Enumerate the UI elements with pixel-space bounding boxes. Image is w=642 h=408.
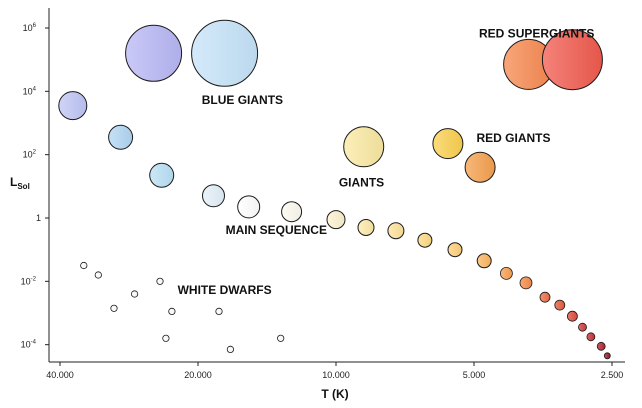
region-label-giants: GIANTS [339, 175, 384, 189]
main-sequence-star-18 [476, 253, 492, 269]
giants-star-4 [343, 126, 385, 168]
main-sequence-star-9 [149, 162, 175, 188]
main-sequence-star-8 [108, 124, 134, 150]
red-giants-star-6 [464, 151, 496, 183]
blue-giants-star-1 [191, 19, 259, 87]
main-sequence-star-26 [596, 341, 606, 351]
x-tick-label: 5.000 [463, 370, 486, 380]
main-sequence-star-17 [447, 242, 463, 258]
white-dwarfs-star-37 [277, 334, 285, 342]
main-sequence-star-13 [326, 210, 346, 230]
main-sequence-star-22 [554, 299, 566, 311]
y-axis-label: LSol [10, 175, 30, 191]
y-tick-label: 10-2 [21, 276, 37, 286]
axis-ticks: 40.000 20.000 10.000 5.000 2.500 106 104 102 1 10… [21, 23, 624, 380]
main-sequence-star-27 [603, 352, 611, 360]
main-sequence-star-23 [567, 310, 578, 322]
main-sequence-star-25 [586, 332, 596, 342]
region-label-red-giants: RED GIANTS [476, 131, 550, 145]
white-dwarfs-star-36 [226, 345, 234, 353]
white-dwarfs-star-34 [215, 307, 223, 315]
red-supergiants-star-3 [541, 29, 603, 91]
y-tick-label: 1 [36, 213, 41, 223]
region-label-blue-giants: BLUE GIANTS [202, 93, 283, 107]
y-tick-label: 106 [23, 23, 37, 33]
main-sequence-star-11 [237, 195, 261, 219]
white-dwarfs-star-32 [156, 277, 164, 285]
y-tick-label: 102 [23, 150, 37, 160]
white-dwarfs-star-31 [110, 304, 118, 312]
x-tick-label: 2.500 [601, 370, 624, 380]
white-dwarfs-star-29 [94, 271, 102, 279]
main-sequence-star-21 [539, 291, 551, 303]
region-label-main-sequence: MAIN SEQUENCE [226, 223, 327, 237]
main-sequence-star-7 [58, 91, 88, 121]
main-sequence-star-10 [202, 184, 225, 208]
main-sequence-star-16 [417, 232, 433, 248]
white-dwarfs-star-33 [168, 307, 176, 315]
x-tick-label: 20.000 [184, 370, 212, 380]
main-sequence-star-19 [499, 266, 513, 280]
y-tick-label: 10-4 [21, 340, 37, 350]
white-dwarfs-star-28 [80, 261, 88, 270]
main-sequence-star-12 [281, 201, 303, 223]
white-dwarfs-star-30 [131, 290, 139, 298]
region-label-red-supergiants: RED SUPERGIANTS [479, 27, 594, 41]
x-axis-label: T (K) [321, 387, 348, 401]
y-tick-label: 104 [23, 86, 37, 96]
blue-giants-star-0 [125, 24, 183, 82]
x-tick-label: 40.000 [46, 370, 74, 380]
star-markers [58, 19, 611, 360]
white-dwarfs-star-35 [162, 334, 170, 342]
main-sequence-star-24 [578, 322, 587, 332]
red-giants-star-5 [432, 128, 464, 160]
x-tick-label: 10.000 [322, 370, 350, 380]
region-label-white-dwarfs: WHITE DWARFS [178, 283, 272, 297]
main-sequence-star-15 [387, 222, 405, 240]
main-sequence-star-20 [519, 276, 533, 290]
main-sequence-star-14 [357, 219, 375, 236]
region-labels: BLUE GIANTS RED SUPERGIANTS RED GIANTS GIAN… [178, 27, 595, 298]
